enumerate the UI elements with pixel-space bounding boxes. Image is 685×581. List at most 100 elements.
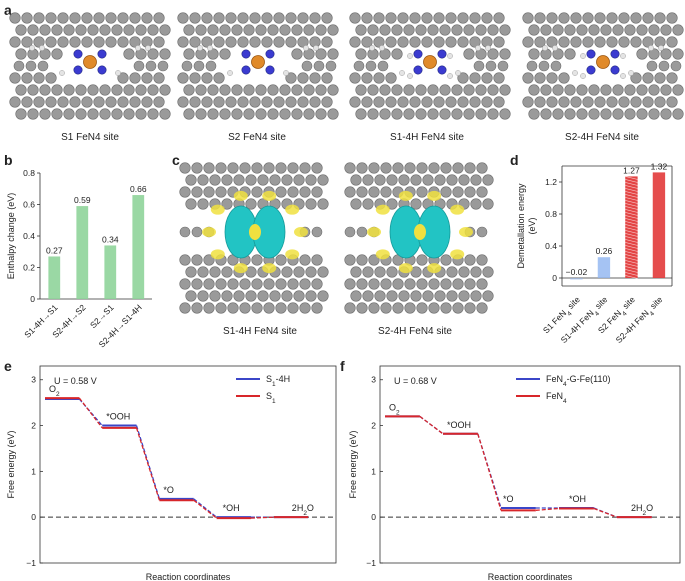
y-axis-label: Free energy (eV): [6, 430, 16, 498]
y-tick-label: 0.8: [23, 168, 35, 178]
structure-c-s2-4h: [344, 162, 494, 314]
bar-hatch: [625, 221, 638, 225]
structure-c-s1-4h: [179, 162, 329, 314]
bar-hatch: [625, 188, 638, 192]
legend-label-1: FeN4: [546, 391, 567, 405]
caption-a-s1-4h: S1-4H FeN4 site: [390, 132, 464, 143]
y-tick-label: 0.6: [23, 200, 35, 210]
plot-frame: [379, 365, 681, 564]
structure-a-2: [349, 12, 511, 120]
bar-3: [652, 172, 666, 278]
iron-atom: [423, 55, 437, 69]
bar-hatch: [625, 185, 638, 189]
bar-2: [104, 245, 117, 299]
bar-2: [625, 176, 638, 278]
step-label-2: *O: [503, 494, 514, 504]
bar-hatch: [625, 257, 638, 261]
connector-1-3: [535, 507, 560, 511]
structure-a-3: [522, 12, 684, 120]
bar-hatch: [625, 218, 638, 222]
legend-label-1: S1: [266, 391, 276, 405]
bar-3: [132, 195, 145, 299]
bar-hatch: [625, 182, 638, 186]
structure-a-1: [177, 12, 339, 120]
bar-hatch: [625, 260, 638, 264]
bar-1: [76, 206, 89, 299]
legend-label-0: S1-4H: [266, 374, 290, 388]
bar-hatch: [625, 212, 638, 216]
y-tick-label: 1: [371, 466, 376, 476]
bar-hatch: [625, 254, 638, 258]
potential-annotation: U = 0.68 V: [394, 376, 437, 386]
bar-value-label-3: 1.32: [651, 161, 668, 171]
bar-hatch: [625, 266, 638, 270]
bar-hatch: [625, 269, 638, 273]
structure-a-0: [9, 12, 171, 120]
y-tick-label: 0.8: [545, 209, 557, 219]
plot-frame: [39, 365, 337, 564]
panel-f-label: f: [340, 358, 345, 374]
chart-f: −1 0 1 2 3 U = 0.68 V Reaction coordinates Free…: [348, 365, 681, 581]
connector-0-3: [193, 498, 218, 518]
y-tick-label: 1.2: [545, 177, 557, 187]
caption-a-s2-4h: S2-4H FeN4 site: [565, 132, 639, 143]
bar-hatch: [625, 236, 638, 240]
bar-hatch: [625, 275, 638, 279]
y-tick-label: 0: [552, 273, 557, 283]
bar-hatch: [625, 194, 638, 198]
y-tick-label: 0.4: [545, 241, 557, 251]
y-tick-label: 0: [31, 512, 36, 522]
bar-value-label-3: 0.66: [130, 184, 147, 194]
step-label-0: O2: [389, 402, 400, 416]
panel-b-label: b: [4, 152, 13, 168]
caption-a-s1: S1 FeN4 site: [61, 132, 119, 143]
connector-1-3: [193, 499, 218, 519]
bar-hatch: [625, 230, 638, 234]
bar-hatch: [625, 251, 638, 255]
panel-a-structures: [9, 12, 684, 120]
bar-hatch: [625, 224, 638, 228]
bar-0: [48, 256, 61, 299]
bar-hatch: [625, 197, 638, 201]
connector-1-2: [477, 433, 502, 511]
y-tick-label: −1: [26, 558, 36, 568]
y-tick-label: 3: [31, 375, 36, 385]
bar-hatch: [625, 227, 638, 231]
bar-hatch: [625, 215, 638, 219]
y-tick-label: 3: [371, 375, 376, 385]
connector-1-4: [250, 516, 274, 519]
y-tick-label: 2: [371, 421, 376, 431]
bar-hatch: [625, 263, 638, 267]
bar-hatch: [625, 200, 638, 204]
y-tick-label: 0: [30, 294, 35, 304]
bar-hatch: [625, 209, 638, 213]
connector-1-1: [78, 397, 103, 429]
bar-value-label-1: 0.26: [596, 246, 613, 256]
panel-e-label: e: [4, 358, 12, 374]
bar-hatch: [625, 242, 638, 246]
bar-hatch: [625, 272, 638, 276]
iron-atom: [83, 55, 97, 69]
chart-e: −1 0 1 2 3 U = 0.58 V Reaction coordinates Free…: [6, 365, 337, 581]
panel-c-label: c: [172, 152, 180, 168]
potential-annotation: U = 0.58 V: [54, 376, 97, 386]
bar-hatch: [625, 179, 638, 183]
y-tick-label: 0: [371, 512, 376, 522]
step-label-4: 2H2O: [631, 503, 653, 517]
step-label-1: *OOH: [106, 412, 130, 422]
connector-1-2: [135, 427, 161, 501]
y-axis-label: Demetallation energy(eV): [516, 183, 537, 269]
y-tick-label: −1: [366, 558, 376, 568]
step-label-1: *OOH: [447, 420, 471, 430]
bar-value-label-0: 0.27: [46, 245, 63, 255]
caption-c-s2-4h: S2-4H FeN4 site: [378, 326, 452, 337]
bar-hatch: [625, 203, 638, 207]
step-label-4: 2H2O: [292, 503, 314, 517]
step-label-3: *OH: [569, 494, 586, 504]
bar-hatch: [625, 239, 638, 243]
y-tick-label: 2: [31, 421, 36, 431]
y-axis-label: Enthalpy change (eV): [6, 193, 16, 280]
iron-atom: [596, 55, 610, 69]
bar-value-label-1: 0.59: [74, 195, 91, 205]
